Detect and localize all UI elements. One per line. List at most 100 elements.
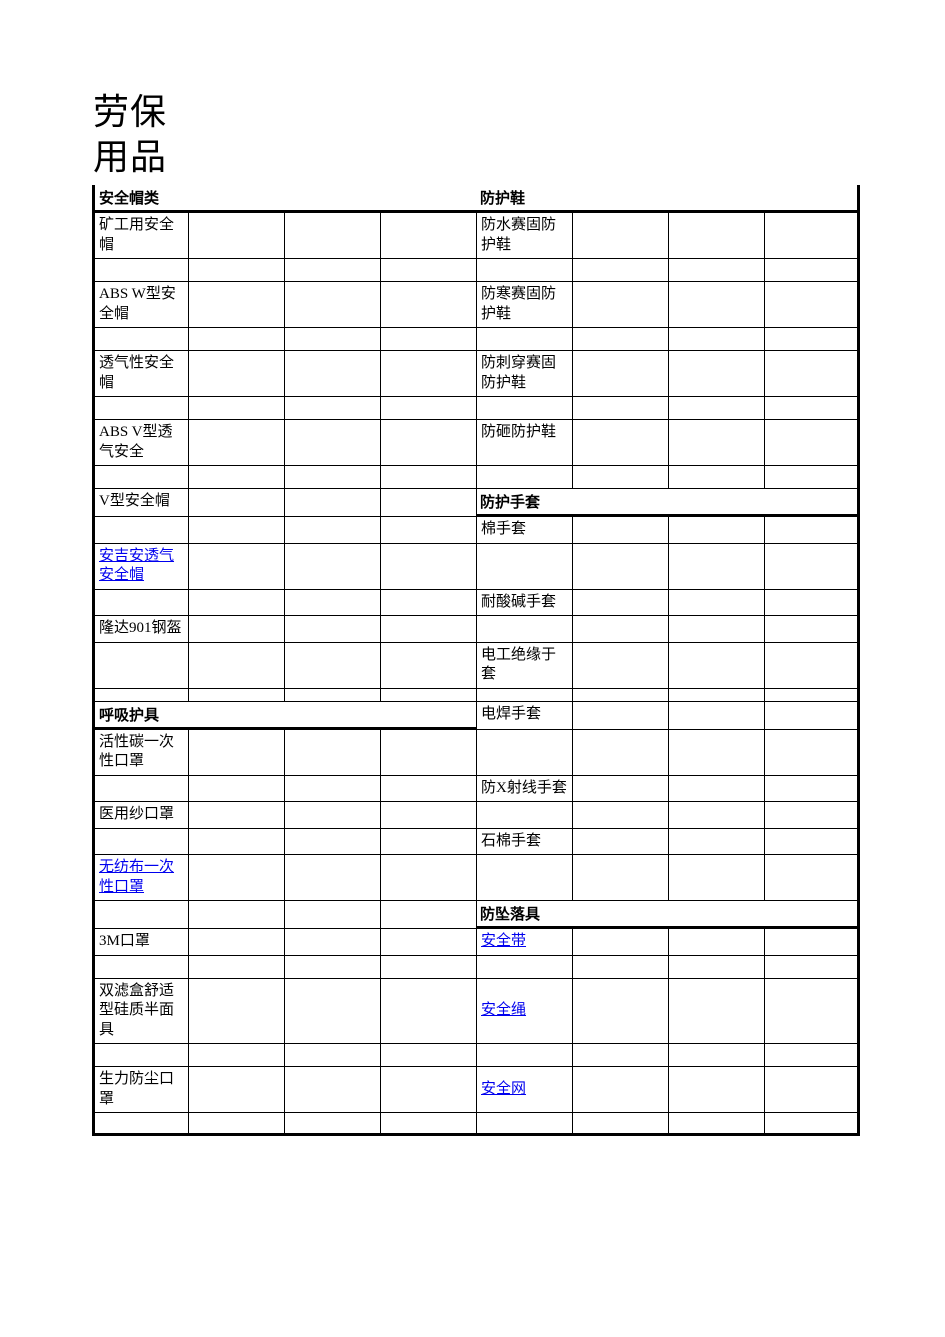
empty-cell [92, 688, 189, 702]
empty-cell [572, 212, 669, 259]
empty-cell [284, 978, 381, 1045]
empty-cell [572, 516, 669, 544]
empty-cell [572, 615, 669, 643]
item-cell-link[interactable]: 无纺布一次性口罩 [92, 854, 189, 901]
empty-cell [668, 327, 765, 351]
empty-cell [284, 928, 381, 956]
empty-cell [668, 419, 765, 466]
empty-cell [572, 701, 669, 730]
empty-cell [572, 729, 669, 776]
empty-cell [476, 1043, 573, 1067]
empty-cell [284, 955, 381, 979]
item-cell-link[interactable]: 安全网 [476, 1066, 573, 1113]
link-rope[interactable]: 安全绳 [481, 1001, 526, 1021]
empty-cell [284, 350, 381, 397]
empty-cell [668, 1043, 765, 1067]
link-anjian[interactable]: 安吉安透气安全帽 [99, 547, 184, 586]
empty-cell [380, 928, 477, 956]
empty-cell [572, 978, 669, 1045]
empty-cell [572, 775, 669, 803]
item-cell: 隆达901钢盔 [92, 615, 189, 643]
empty-cell [284, 396, 381, 420]
empty-cell [380, 775, 477, 803]
empty-cell [380, 615, 477, 643]
item-cell: 防X射线手套 [476, 775, 573, 803]
empty-cell [572, 1112, 669, 1136]
empty-cell [188, 955, 285, 979]
empty-cell [764, 801, 860, 829]
empty-cell [284, 642, 381, 689]
empty-cell [476, 396, 573, 420]
empty-cell [764, 396, 860, 420]
empty-cell [764, 928, 860, 956]
empty-cell [668, 258, 765, 282]
empty-cell [668, 854, 765, 901]
empty-cell [284, 258, 381, 282]
empty-cell [572, 350, 669, 397]
empty-cell [284, 1066, 381, 1113]
empty-cell [380, 258, 477, 282]
empty-cell [188, 516, 285, 544]
item-cell: 3M口罩 [92, 928, 189, 956]
empty-cell [668, 396, 765, 420]
empty-cell [764, 516, 860, 544]
empty-cell [668, 828, 765, 856]
link-nonwoven[interactable]: 无纺布一次性口罩 [99, 858, 184, 897]
item-cell-link[interactable]: 安吉安透气安全帽 [92, 543, 189, 590]
section-header-helmets: 安全帽类 [92, 185, 477, 213]
empty-cell [284, 281, 381, 328]
item-cell: 石棉手套 [476, 828, 573, 856]
empty-cell [764, 327, 860, 351]
empty-cell [764, 543, 860, 590]
empty-cell [668, 543, 765, 590]
empty-cell [188, 828, 285, 856]
empty-cell [188, 465, 285, 489]
item-cell-link[interactable]: 安全带 [476, 928, 573, 956]
empty-cell [764, 978, 860, 1045]
empty-cell [668, 729, 765, 776]
empty-cell [188, 854, 285, 901]
empty-cell [284, 729, 381, 776]
item-cell: 医用纱口罩 [92, 801, 189, 829]
empty-cell [380, 978, 477, 1045]
empty-cell [380, 854, 477, 901]
empty-cell [572, 955, 669, 979]
empty-cell [668, 465, 765, 489]
empty-cell [476, 1112, 573, 1136]
empty-cell [380, 729, 477, 776]
empty-cell [188, 775, 285, 803]
empty-cell [188, 928, 285, 956]
link-net[interactable]: 安全网 [481, 1080, 526, 1100]
empty-cell [284, 516, 381, 544]
empty-cell [380, 516, 477, 544]
empty-cell [284, 1043, 381, 1067]
item-cell-link[interactable]: 安全绳 [476, 978, 573, 1045]
empty-cell [188, 281, 285, 328]
empty-cell [476, 729, 573, 776]
item-cell: ABS W型安全帽 [92, 281, 189, 328]
empty-cell [188, 258, 285, 282]
empty-cell [764, 212, 860, 259]
empty-cell [668, 615, 765, 643]
empty-cell [380, 642, 477, 689]
empty-cell [92, 900, 189, 929]
empty-cell [284, 900, 381, 929]
empty-cell [188, 1066, 285, 1113]
empty-cell [572, 642, 669, 689]
item-cell: ABS V型透气安全 [92, 419, 189, 466]
empty-cell [476, 688, 573, 702]
empty-cell [764, 828, 860, 856]
empty-cell [380, 212, 477, 259]
item-cell: 防砸防护鞋 [476, 419, 573, 466]
empty-cell [284, 465, 381, 489]
item-cell: 透气性安全帽 [92, 350, 189, 397]
empty-cell [572, 928, 669, 956]
empty-cell [668, 688, 765, 702]
empty-cell [572, 854, 669, 901]
empty-cell [380, 1043, 477, 1067]
empty-cell [572, 688, 669, 702]
link-belt[interactable]: 安全带 [481, 932, 526, 952]
empty-cell [764, 615, 860, 643]
empty-cell [92, 258, 189, 282]
empty-cell [92, 396, 189, 420]
